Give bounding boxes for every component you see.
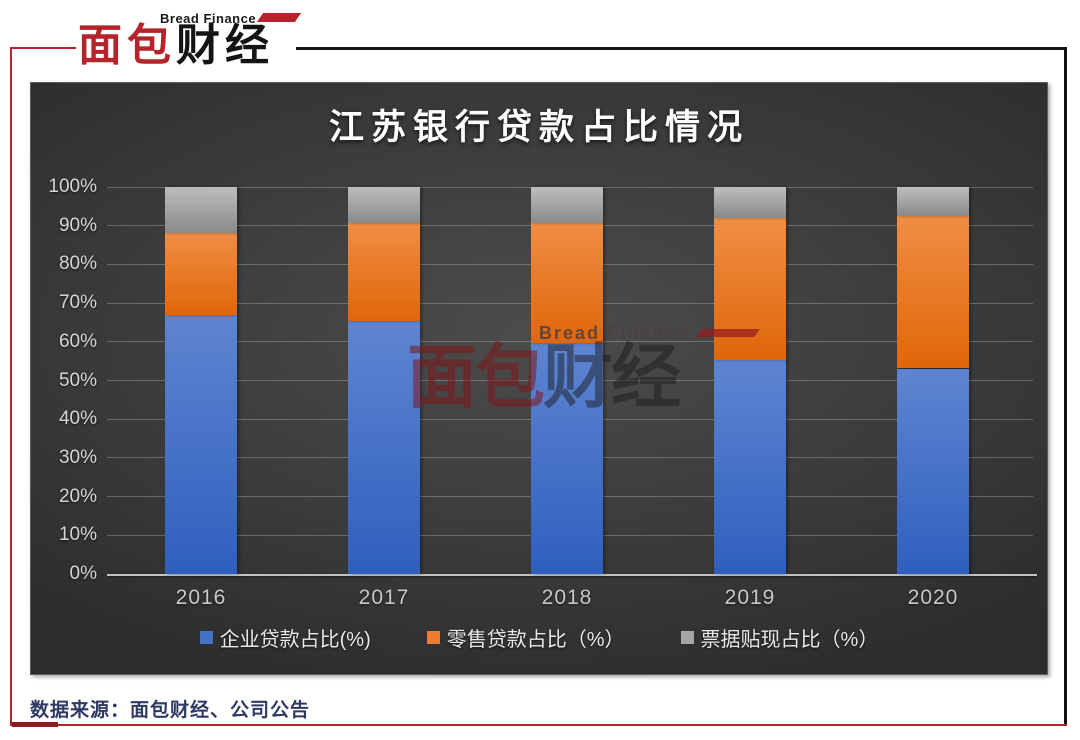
bar-segment-2019-series2 [714,187,786,218]
bar-segment-2019-series1 [714,217,786,361]
y-axis-tick-label: 50% [58,369,97,391]
legend-item-0: 企业贷款占比(%) [199,623,371,652]
bar-segment-2016-series2 [165,187,237,234]
bar-segment-2017-series2 [348,187,420,223]
bar-segment-2019-series0 [714,360,786,574]
bar-segment-2020-series2 [897,187,969,217]
bar-segment-2018-series1 [531,222,603,343]
x-axis-tick-label: 2018 [541,586,593,609]
y-axis-tick-label: 60% [58,330,97,352]
frame-top-red-line [10,47,76,49]
chart-panel: 江苏银行贷款占比情况 Bread Finance 面包财经 企业贷款占比(%) 零… [30,82,1048,675]
y-axis-tick-label: 40% [58,408,97,430]
legend-item-1: 零售贷款占比（%） [426,623,625,652]
logo-zh-part1: 面包 [78,21,176,70]
frame-bottom-border [10,724,1067,726]
bar-segment-2018-series0 [531,342,603,574]
y-axis-tick-label: 90% [58,214,97,236]
frame-top-black-line [296,47,1067,50]
x-axis-tick-label: 2017 [358,586,410,609]
frame-left-border [10,47,12,726]
x-axis-tick-label: 2020 [907,586,959,609]
bar-segment-2016-series0 [165,315,237,574]
logo-english-text: Bread Finance [160,11,257,26]
x-axis-line [107,574,1037,576]
bar-segment-2020-series1 [897,216,969,369]
x-axis-tick-label: 2019 [724,586,776,609]
x-axis-tick-label: 2016 [175,586,227,609]
logo-zh-part2: 财经 [176,21,274,70]
legend-marker-icon [426,631,440,644]
legend-label: 票据贴现占比（%） [700,629,879,651]
watermark-zh-part1: 面包 [407,338,545,416]
chart-legend: 企业贷款占比(%) 零售贷款占比（%） 票据贴现占比（%） [31,623,1047,652]
bar-segment-2017-series1 [348,222,420,321]
legend-marker-icon [199,631,213,644]
logo-chinese-text: 面包财经 [78,24,274,68]
bar-segment-2017-series0 [348,320,420,574]
legend-label: 零售贷款占比（%） [446,629,625,651]
y-axis-tick-label: 30% [58,446,97,468]
legend-item-2: 票据贴现占比（%） [680,623,879,652]
y-axis-tick-label: 80% [58,253,97,275]
bar-segment-2016-series1 [165,233,237,316]
bar-segment-2020-series0 [897,368,969,574]
legend-marker-icon [680,631,694,644]
y-axis-tick-label: 10% [58,524,97,546]
bar-segment-2018-series2 [531,187,603,223]
y-axis-tick-label: 70% [58,292,97,314]
legend-label: 企业贷款占比(%) [219,629,371,651]
bread-finance-logo: Bread Finance 面包财经 [78,4,302,76]
data-source-note: 数据来源：面包财经、公司公告 [30,700,311,721]
frame-right-border [1064,47,1067,726]
y-axis-tick-label: 0% [69,563,97,584]
chart-title: 江苏银行贷款占比情况 [328,108,749,147]
y-axis-tick-label: 20% [58,485,97,507]
y-axis-tick-label: 100% [48,176,97,197]
frame-bottom-accent [12,722,58,727]
